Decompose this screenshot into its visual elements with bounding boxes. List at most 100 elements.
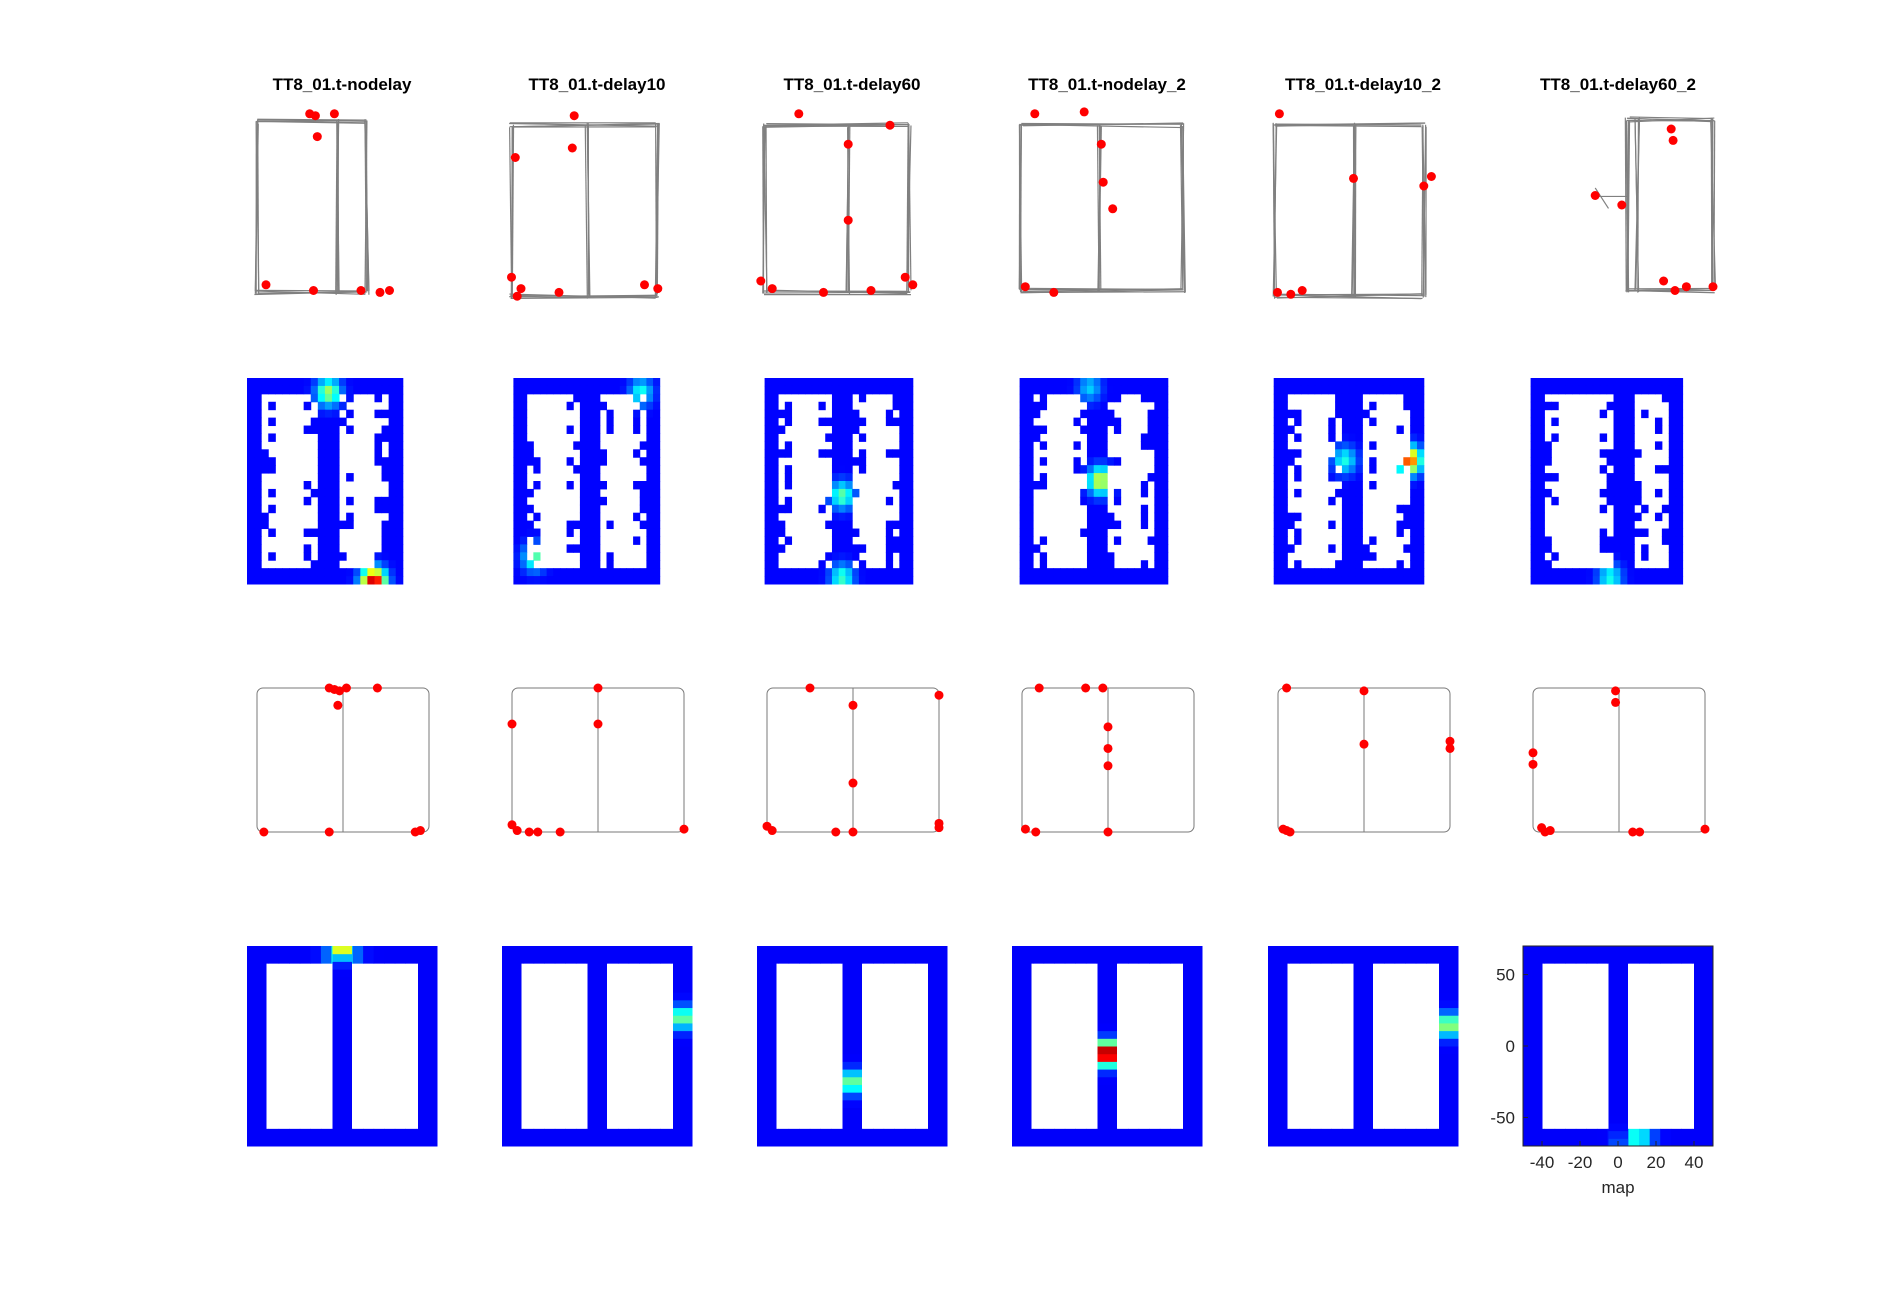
rate-bin	[502, 1138, 522, 1147]
rate-bin	[791, 385, 799, 395]
rate-bin	[332, 1046, 352, 1055]
rate-bin	[282, 568, 290, 577]
rate-bin	[838, 544, 846, 553]
rate-bin	[1530, 457, 1539, 466]
rate-bin	[1294, 417, 1302, 427]
rate-bin	[1080, 568, 1088, 577]
rate-bin	[778, 528, 786, 537]
spike-dot	[335, 686, 345, 696]
rate-bin	[1537, 417, 1545, 427]
rate-bin	[324, 496, 333, 506]
rate-bin	[1012, 953, 1032, 962]
rate-bin	[513, 576, 521, 585]
rate-bin	[1537, 409, 1545, 419]
rate-bin	[1668, 528, 1677, 537]
rate-bin	[639, 457, 647, 466]
rate-bin	[1369, 378, 1377, 387]
rate-bin	[845, 425, 853, 434]
rate-bin	[1439, 953, 1459, 962]
rate-bin	[757, 1138, 777, 1147]
rate-bin	[1183, 1107, 1203, 1116]
rate-bin	[1100, 496, 1108, 506]
rate-bin	[1396, 520, 1404, 530]
rate-bin	[1154, 473, 1162, 482]
rate-bin	[660, 946, 672, 964]
rate-bin	[858, 417, 867, 427]
rate-bin	[395, 449, 404, 458]
rate-bin	[646, 512, 654, 522]
rate-bin	[845, 552, 853, 561]
rate-bin	[764, 512, 772, 522]
rate-bin	[1093, 433, 1101, 442]
rate-bin	[513, 536, 521, 545]
rate-bin	[586, 378, 594, 387]
rate-bin	[388, 393, 397, 403]
rate-bin	[332, 1130, 352, 1139]
rate-bin	[339, 385, 347, 395]
rate-bin	[513, 425, 521, 434]
rate-bin	[1080, 385, 1088, 395]
rate-bin	[579, 560, 588, 569]
rate-bin	[1668, 393, 1677, 403]
rate-bin	[852, 528, 860, 537]
rate-bin	[1376, 385, 1384, 395]
rate-bin	[1396, 568, 1404, 577]
rate-bin	[906, 560, 914, 569]
rate-bin	[317, 536, 326, 545]
rate-bin	[1113, 393, 1122, 403]
rate-bin	[1280, 417, 1288, 427]
rate-bin	[892, 401, 900, 411]
rate-bin	[1085, 1128, 1097, 1147]
rate-bin	[520, 417, 528, 427]
rate-bin	[1093, 560, 1101, 569]
rate-bin	[1639, 1128, 1651, 1147]
rate-bin	[757, 1115, 777, 1124]
rate-bin	[771, 544, 779, 553]
rate-bin	[1348, 433, 1357, 442]
rate-bin	[418, 1007, 438, 1016]
rate-bin	[1558, 378, 1566, 387]
rate-bin	[653, 496, 661, 506]
rate-bin	[1128, 1128, 1140, 1147]
rate-bin	[1416, 378, 1425, 387]
rate-bin	[906, 528, 914, 537]
rate-bin	[381, 473, 390, 482]
rate-bin	[268, 552, 276, 561]
rate-bin	[1627, 401, 1635, 411]
rate-bin	[1355, 544, 1363, 553]
rate-bin	[1086, 417, 1095, 427]
rate-bin	[1537, 441, 1545, 450]
rate-bin	[513, 449, 521, 458]
rate-bin	[1073, 568, 1081, 577]
rate-bin	[1694, 1138, 1714, 1147]
rate-bin	[825, 378, 833, 387]
rate-bin	[899, 560, 907, 569]
rate-bin	[1140, 520, 1149, 530]
rate-bin	[1019, 465, 1027, 474]
rate-bin	[533, 378, 541, 387]
rate-bin	[1627, 417, 1635, 427]
rate-bin	[928, 1053, 948, 1062]
rate-bin	[1053, 576, 1061, 585]
rate-bin	[566, 457, 574, 466]
trajectory-path	[1182, 126, 1186, 293]
rate-bin	[1416, 393, 1425, 403]
rate-bin	[1537, 528, 1545, 537]
rate-bin	[593, 457, 601, 466]
rate-bin	[1403, 457, 1411, 466]
spike-dot	[329, 109, 339, 119]
rate-bin	[1280, 378, 1288, 387]
rate-bin	[633, 576, 641, 585]
y-tick-label: 0	[1506, 1037, 1515, 1056]
rate-bin	[587, 1053, 607, 1062]
rate-bin	[1530, 536, 1539, 545]
rate-bin	[1416, 433, 1425, 442]
y-tick-label: -50	[1490, 1108, 1515, 1127]
rate-bin	[1641, 552, 1649, 561]
rate-bin	[1280, 473, 1288, 482]
rate-bin	[858, 544, 867, 553]
rate-bin	[1606, 576, 1615, 585]
rate-bin	[1033, 385, 1041, 395]
rate-bin	[1138, 946, 1150, 964]
rate-bin	[1107, 378, 1115, 387]
